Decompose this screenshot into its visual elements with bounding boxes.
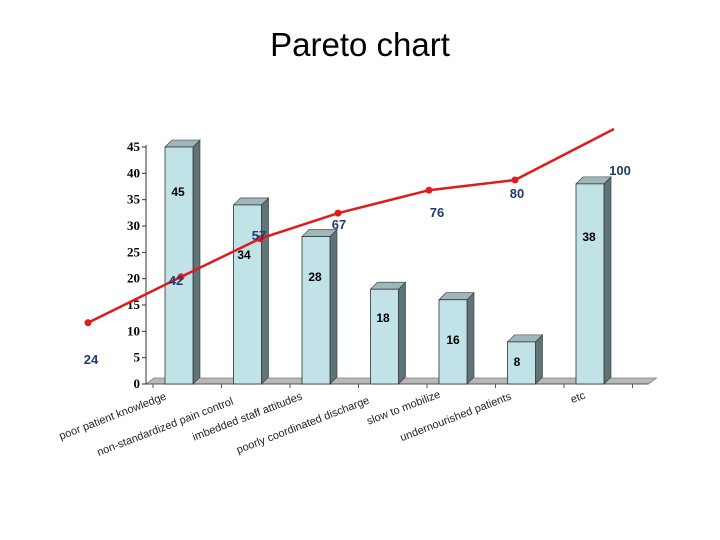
bar-side <box>192 139 201 385</box>
bar-side <box>261 197 269 385</box>
cumulative-point <box>511 176 519 184</box>
category-label: poorly coordinated discharge <box>235 395 371 457</box>
y-tick-label: 5 <box>134 350 141 365</box>
cumulative-value-label: 67 <box>332 217 346 232</box>
bar <box>301 236 331 385</box>
y-tick-label: 40 <box>127 165 140 180</box>
cumulative-point <box>334 209 342 217</box>
cumulative-value-label: 24 <box>84 352 99 367</box>
cumulative-value-label: 42 <box>169 273 183 288</box>
cumulative-point <box>256 235 264 243</box>
y-tick-label: 30 <box>127 218 140 233</box>
y-tick-label: 35 <box>127 192 141 207</box>
bar-value-label: 34 <box>237 248 251 262</box>
bar-value-label: 38 <box>582 230 596 244</box>
cumulative-line-group <box>84 127 615 327</box>
cumulative-point <box>425 186 433 194</box>
bar-group <box>164 139 612 385</box>
bar-side <box>329 228 338 385</box>
bar-value-label: 16 <box>446 333 460 347</box>
bar-side <box>535 334 543 385</box>
y-tick-label: 0 <box>134 376 141 391</box>
bar <box>438 299 468 385</box>
bar-value-label: 45 <box>171 185 185 199</box>
y-tick-label: 20 <box>127 271 140 286</box>
bar-side <box>398 281 406 385</box>
bar <box>233 204 262 385</box>
bar-value-label: 18 <box>376 311 390 325</box>
bar <box>164 146 194 385</box>
cumulative-value-label: 57 <box>252 228 266 243</box>
bar <box>575 183 605 385</box>
category-label: etc <box>569 389 587 406</box>
bar-side <box>603 176 612 385</box>
cumulative-value-label: 80 <box>510 186 524 201</box>
cumulative-value-label: 76 <box>430 205 444 220</box>
cumulative-point <box>84 319 92 327</box>
y-tick-label: 45 <box>127 139 141 154</box>
bar-side <box>466 292 475 385</box>
bar-value-label: 28 <box>308 270 322 284</box>
cumulative-point <box>177 273 185 281</box>
bar <box>370 288 399 385</box>
cumulative-value-label: 100 <box>609 163 631 178</box>
bar <box>507 341 536 385</box>
chart-title: Pareto chart <box>270 26 450 63</box>
y-tick-label: 10 <box>127 323 140 338</box>
bar-value-label: 8 <box>514 355 521 369</box>
y-tick-label: 25 <box>127 244 141 259</box>
